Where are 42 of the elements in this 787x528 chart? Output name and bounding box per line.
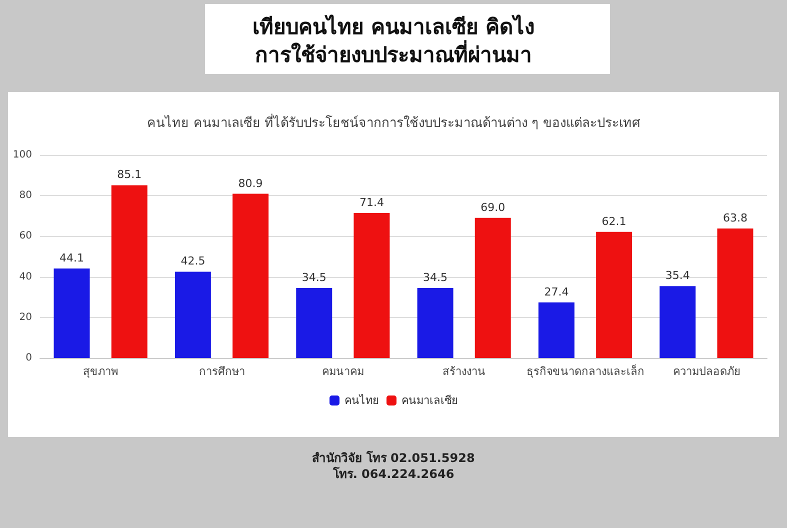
- bar: [232, 194, 269, 358]
- data-label: 42.5: [180, 254, 206, 268]
- text: สำนักวิจัย โทร 02.051.5928: [312, 450, 475, 465]
- bar: [54, 268, 90, 358]
- x-tick-label: สร้างงาน: [442, 365, 486, 378]
- bar: [111, 185, 148, 358]
- data-label: 71.4: [359, 196, 384, 210]
- x-tick-label: การศึกษา: [198, 365, 245, 378]
- data-label: 44.1: [60, 251, 84, 264]
- y-tick-label: 80: [19, 190, 32, 202]
- x-tick-label: ความปลอดภัย: [672, 365, 740, 378]
- bar: [174, 272, 211, 358]
- bar: [354, 213, 390, 358]
- chart-subtitle: คนไทย คนมาเลเซีย ที่ได้รับประโยชน์จากการใช้งบประมาณด้านต่าง ๆ ของแต่ละประเทศ: [147, 114, 641, 131]
- legend-label: คนไทย: [344, 394, 378, 407]
- bar: [717, 228, 754, 358]
- y-tick-label: 40: [19, 271, 32, 282]
- data-label: 62.1: [602, 214, 626, 228]
- data-label: 34.5: [302, 270, 326, 284]
- bar: [596, 232, 632, 358]
- text: โทร. 064.224.2646: [332, 466, 454, 481]
- data-label: 69.0: [480, 200, 506, 214]
- bar: [538, 302, 574, 358]
- x-tick-label: ธุรกิจขนาดกลางและเล็ก: [526, 364, 644, 378]
- bar: [417, 288, 454, 358]
- y-tick-label: 20: [19, 312, 32, 323]
- bar: [660, 286, 696, 358]
- x-tick-label: สุขภาพ: [83, 365, 118, 378]
- y-tick-label: 0: [26, 352, 32, 364]
- data-label: 27.4: [544, 285, 569, 298]
- chart-title: เทียบคนไทย คนมาเลเซีย คิดไง การใช้จ่ายงบประมาณที่ผ่านมา: [252, 14, 534, 67]
- y-tick-label: 100: [12, 150, 32, 160]
- legend-label: คนมาเลเซีย: [402, 394, 458, 407]
- bar: [474, 218, 511, 358]
- bar: [296, 288, 332, 358]
- data-label: 34.5: [423, 270, 448, 284]
- data-label: 80.9: [238, 176, 263, 190]
- y-tick-label: 60: [19, 230, 32, 242]
- data-label: 85.1: [117, 168, 142, 182]
- data-label: 63.8: [722, 211, 748, 224]
- data-label: 35.4: [665, 269, 690, 282]
- x-tick-label: คมนาคม: [322, 365, 364, 378]
